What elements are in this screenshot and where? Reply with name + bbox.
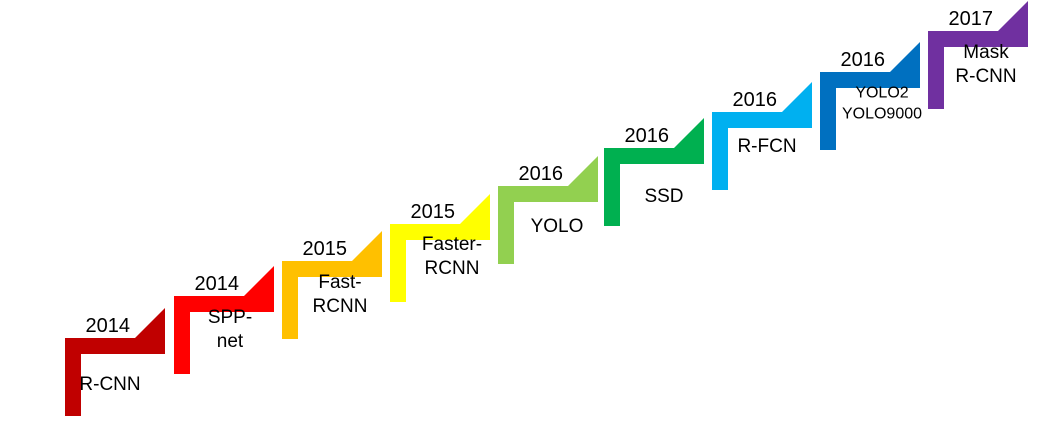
timeline-step: 2015 Faster- RCNN — [390, 194, 490, 302]
step-name-line: YOLO9000 — [842, 106, 922, 123]
step-year: 2015 — [411, 201, 456, 223]
step-triangle — [568, 156, 598, 186]
step-bracket — [174, 296, 274, 374]
timeline-step: 2017 Mask R-CNN — [928, 1, 1028, 109]
step-year: 2016 — [733, 89, 778, 111]
timeline-step: 2016 R-FCN — [712, 82, 812, 190]
timeline-step: 2016 YOLO2 YOLO9000 — [820, 42, 922, 150]
step-bracket — [820, 72, 920, 150]
step-triangle — [460, 194, 490, 224]
step-name-line: net — [217, 331, 244, 352]
step-bracket — [498, 186, 598, 264]
step-year: 2014 — [195, 273, 240, 295]
step-bracket — [604, 148, 704, 226]
step-year: 2016 — [625, 125, 670, 147]
step-name-line: Fast- — [318, 272, 361, 293]
step-name-line: SSD — [644, 186, 683, 207]
step-year: 2016 — [841, 49, 886, 71]
step-bracket — [712, 112, 812, 190]
step-bracket — [390, 224, 490, 302]
step-triangle — [890, 42, 920, 72]
step-triangle — [352, 231, 382, 261]
step-triangle — [244, 266, 274, 296]
step-name-line: Mask — [963, 42, 1009, 63]
timeline-step: 2016 SSD — [604, 118, 704, 226]
timeline-step: 2014 SPP-net — [174, 266, 274, 374]
step-name-line: RCNN — [425, 258, 480, 279]
step-name-line: RCNN — [313, 296, 368, 317]
step-triangle — [998, 1, 1028, 31]
step-year: 2016 — [519, 163, 564, 185]
step-bracket — [65, 338, 165, 416]
step-name-line: Faster- — [422, 234, 482, 255]
step-name-line: YOLO — [531, 216, 584, 237]
timeline-step: 2016 YOLO — [498, 156, 598, 264]
step-triangle — [674, 118, 704, 148]
step-name-line: SPP- — [208, 307, 252, 328]
step-year: 2015 — [303, 238, 348, 260]
timeline-step: 2015 Fast- RCNN — [282, 231, 382, 339]
step-bracket — [928, 31, 1028, 109]
step-bracket — [282, 261, 382, 339]
step-year: 2017 — [949, 8, 994, 30]
timeline-step: 2014 R-CNN — [65, 308, 165, 416]
step-triangle — [135, 308, 165, 338]
step-triangle — [782, 82, 812, 112]
step-name-line: R-CNN — [79, 374, 140, 395]
step-name-line: R-FCN — [737, 136, 796, 157]
step-year: 2014 — [86, 315, 131, 337]
step-name-line: R-CNN — [955, 66, 1016, 87]
step-name-line: YOLO2 — [855, 85, 908, 102]
